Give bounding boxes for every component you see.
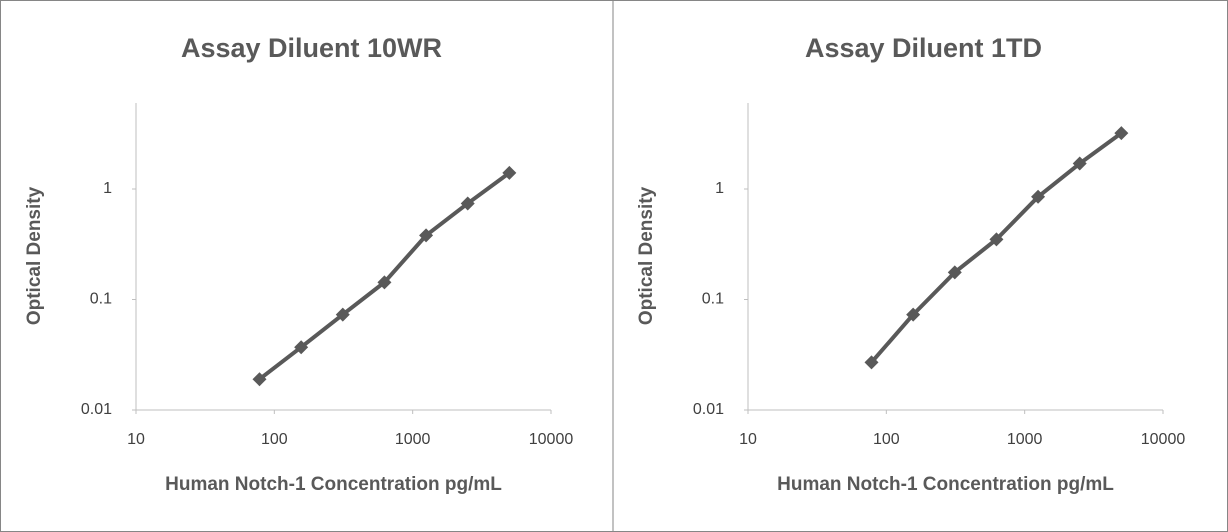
y-axis-title: Optical Density [636,186,657,325]
x-axis-title: Human Notch-1 Concentration pg/mL [777,474,1114,495]
data-point [1031,189,1046,204]
data-point [377,275,392,290]
x-tick-label: 100 [261,431,288,448]
y-tick-label: 1 [715,180,724,197]
data-point [335,307,350,322]
y-tick-label: 0.01 [693,401,724,418]
data-point [252,372,267,387]
x-tick-label: 10 [127,431,145,448]
data-point [460,196,475,211]
x-tick-label: 10000 [1141,431,1186,448]
y-tick-label: 0.1 [702,291,724,308]
data-point [502,165,517,180]
x-tick-label: 1000 [395,431,431,448]
data-point [1114,126,1129,141]
y-tick-label: 0.1 [90,291,112,308]
data-point [1072,156,1087,171]
x-tick-label: 1000 [1007,431,1043,448]
data-point [947,265,962,280]
x-tick-label: 10 [739,431,757,448]
y-axis-title: Optical Density [24,186,45,325]
chart-title: Assay Diluent 10WR [181,33,442,63]
data-point [864,355,879,370]
data-point [989,232,1004,247]
x-axis-title: Human Notch-1 Concentration pg/mL [165,474,502,495]
data-point [419,228,434,243]
y-tick-label: 0.01 [81,401,112,418]
data-point [906,307,921,322]
data-point [294,340,309,355]
x-tick-label: 10000 [529,431,574,448]
chart-title: Assay Diluent 1TD [805,33,1042,63]
x-tick-label: 100 [873,431,900,448]
y-tick-label: 1 [103,180,112,197]
